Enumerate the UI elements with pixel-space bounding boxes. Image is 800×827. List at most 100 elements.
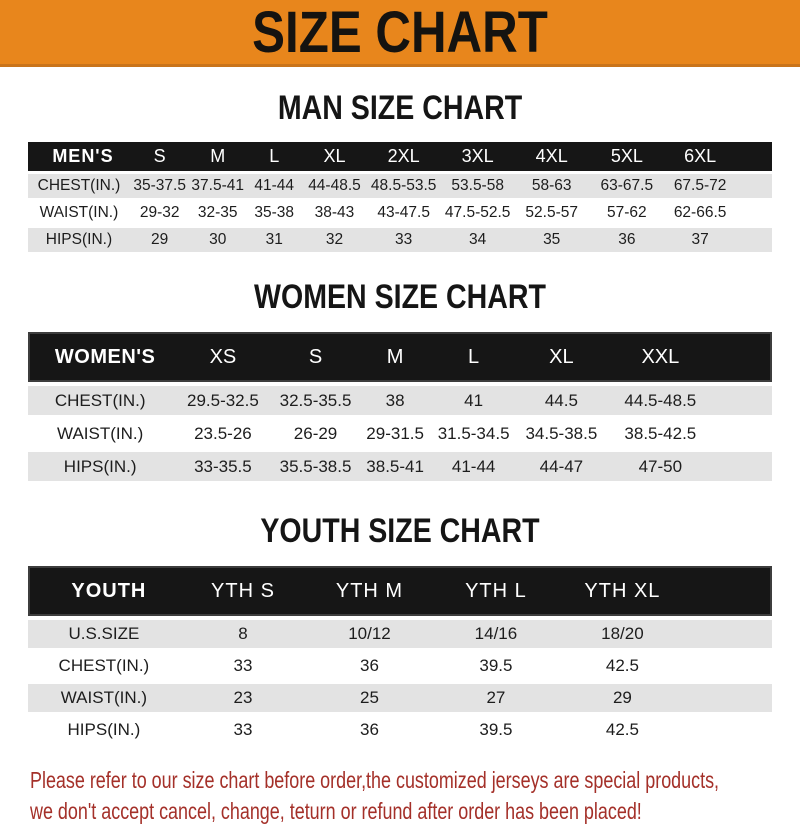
footer-disclaimer: Please refer to our size chart before or…	[30, 765, 800, 827]
row-filler	[712, 419, 772, 448]
size-value-cell: 27	[432, 684, 560, 712]
size-value-cell: 44-48.5	[302, 174, 367, 198]
men-col-header: L	[245, 142, 303, 171]
size-value-cell: 37.5-41	[189, 174, 246, 198]
size-value-cell: 36	[306, 652, 433, 680]
size-value-cell: 23	[179, 684, 307, 712]
women-section-title: WOMEN SIZE CHART	[254, 278, 546, 316]
size-value-cell: 31	[245, 228, 303, 252]
youth-col-header: YTH S	[179, 566, 307, 616]
women-col-header: S	[273, 332, 358, 382]
men-section-title: MAN SIZE CHART	[277, 89, 523, 127]
size-value-cell: 35.5-38.5	[273, 452, 358, 481]
size-value-cell: 33	[179, 652, 307, 680]
youth-chest-row: CHEST(IN.) 33 36 39.5 42.5	[28, 652, 772, 680]
youth-corner-label: YOUTH	[28, 566, 180, 616]
women-col-header: L	[432, 332, 515, 382]
size-value-cell: 32-35	[189, 201, 246, 225]
size-value-cell: 47-50	[608, 452, 713, 481]
youth-col-header: YTH XL	[559, 566, 686, 616]
youth-col-header: YTH L	[432, 566, 560, 616]
size-value-cell: 38	[357, 386, 433, 415]
men-col-header: 5XL	[588, 142, 665, 171]
row-filler	[712, 452, 772, 481]
youth-section-title: YOUTH SIZE CHART	[260, 512, 540, 550]
size-value-cell: 39.5	[432, 716, 560, 744]
size-value-cell: 62-66.5	[664, 201, 736, 225]
row-label: WAIST(IN.)	[28, 684, 180, 712]
men-col-header: 3XL	[440, 142, 515, 171]
size-value-cell: 63-67.5	[588, 174, 665, 198]
men-waist-row: WAIST(IN.) 29-32 32-35 35-38 38-43 43-47…	[28, 201, 772, 225]
youth-header-row: YOUTH YTH S YTH M YTH L YTH XL	[28, 566, 772, 616]
size-value-cell: 32	[302, 228, 367, 252]
size-value-cell: 35-38	[245, 201, 303, 225]
size-value-cell: 41-44	[432, 452, 515, 481]
row-filler	[685, 716, 772, 744]
size-value-cell: 44.5	[514, 386, 609, 415]
size-value-cell: 34	[440, 228, 515, 252]
size-value-cell: 14/16	[432, 620, 560, 648]
women-col-header: XS	[172, 332, 274, 382]
size-value-cell: 29	[559, 684, 686, 712]
size-value-cell: 8	[179, 620, 307, 648]
women-header-filler	[712, 332, 772, 382]
size-value-cell: 44.5-48.5	[608, 386, 713, 415]
men-chest-row: CHEST(IN.) 35-37.5 37.5-41 41-44 44-48.5…	[28, 174, 772, 198]
youth-size-table: YOUTH YTH S YTH M YTH L YTH XL U.S.SIZE …	[28, 562, 772, 748]
size-value-cell: 43-47.5	[366, 201, 441, 225]
size-value-cell: 36	[306, 716, 433, 744]
size-value-cell: 41-44	[245, 174, 303, 198]
size-value-cell: 47.5-52.5	[440, 201, 515, 225]
women-col-header: M	[357, 332, 433, 382]
size-value-cell: 42.5	[559, 652, 686, 680]
size-value-cell: 39.5	[432, 652, 560, 680]
women-corner-label: WOMEN'S	[28, 332, 173, 382]
women-hips-row: HIPS(IN.) 33-35.5 35.5-38.5 38.5-41 41-4…	[28, 452, 772, 481]
size-value-cell: 33	[179, 716, 307, 744]
size-value-cell: 35	[514, 228, 589, 252]
size-value-cell: 26-29	[273, 419, 358, 448]
men-col-header: 2XL	[366, 142, 441, 171]
men-col-header: M	[189, 142, 246, 171]
women-size-table: WOMEN'S XS S M L XL XXL CHEST(IN.) 29.5-…	[28, 328, 772, 485]
youth-ussize-row: U.S.SIZE 8 10/12 14/16 18/20	[28, 620, 772, 648]
row-label: HIPS(IN.)	[28, 452, 173, 481]
size-value-cell: 10/12	[306, 620, 433, 648]
size-value-cell: 29.5-32.5	[172, 386, 274, 415]
section-youth: YOUTH SIZE CHART YOUTH YTH S YTH M YTH L…	[0, 512, 800, 748]
size-value-cell: 38.5-41	[357, 452, 433, 481]
size-value-cell: 33	[366, 228, 441, 252]
men-corner-label: MEN'S	[28, 142, 130, 171]
youth-header-filler	[685, 566, 772, 616]
size-value-cell: 29	[129, 228, 190, 252]
women-col-header: XXL	[608, 332, 713, 382]
row-label: WAIST(IN.)	[28, 419, 173, 448]
row-label: WAIST(IN.)	[28, 201, 130, 225]
size-value-cell: 30	[189, 228, 246, 252]
size-value-cell: 42.5	[559, 716, 686, 744]
size-value-cell: 44-47	[514, 452, 609, 481]
size-value-cell: 58-63	[514, 174, 589, 198]
size-value-cell: 48.5-53.5	[366, 174, 441, 198]
section-women: WOMEN SIZE CHART WOMEN'S XS S M L XL XXL…	[0, 278, 800, 485]
men-header-row: MEN'S S M L XL 2XL 3XL 4XL 5XL 6XL	[28, 142, 772, 171]
women-col-header: XL	[514, 332, 609, 382]
size-value-cell: 67.5-72	[664, 174, 736, 198]
size-chart-banner: SIZE CHART	[0, 0, 800, 67]
row-label: HIPS(IN.)	[28, 716, 180, 744]
row-filler	[685, 620, 772, 648]
row-filler	[712, 386, 772, 415]
men-header-filler	[735, 142, 772, 171]
disclaimer-line-1: Please refer to our size chart before or…	[30, 767, 720, 793]
women-chest-row: CHEST(IN.) 29.5-32.5 32.5-35.5 38 41 44.…	[28, 386, 772, 415]
row-label: HIPS(IN.)	[28, 228, 130, 252]
size-value-cell: 57-62	[588, 201, 665, 225]
men-col-header: 6XL	[664, 142, 736, 171]
size-value-cell: 38.5-42.5	[608, 419, 713, 448]
women-waist-row: WAIST(IN.) 23.5-26 26-29 29-31.5 31.5-34…	[28, 419, 772, 448]
size-value-cell: 23.5-26	[172, 419, 274, 448]
size-value-cell: 53.5-58	[440, 174, 515, 198]
men-hips-row: HIPS(IN.) 29 30 31 32 33 34 35 36 37	[28, 228, 772, 252]
women-header-row: WOMEN'S XS S M L XL XXL	[28, 332, 772, 382]
